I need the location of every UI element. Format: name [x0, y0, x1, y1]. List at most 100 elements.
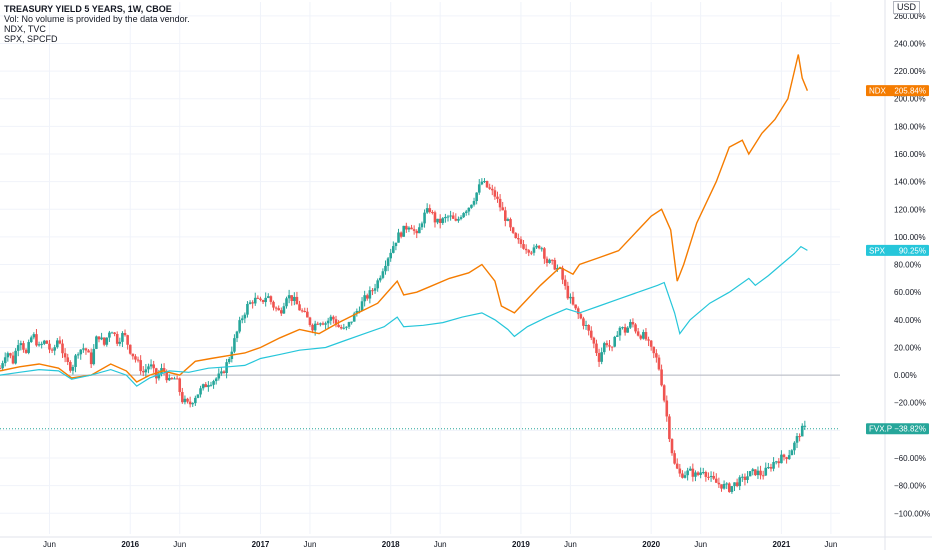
- candle-body[interactable]: [800, 425, 804, 437]
- candle-body[interactable]: [352, 313, 356, 322]
- candle-body[interactable]: [350, 321, 353, 323]
- candle-body[interactable]: [733, 482, 736, 487]
- candle-body[interactable]: [454, 218, 458, 221]
- candle-body[interactable]: [173, 378, 176, 380]
- candle-body[interactable]: [506, 219, 510, 221]
- candle-body[interactable]: [652, 346, 656, 354]
- candle-body[interactable]: [608, 345, 611, 347]
- candle-body[interactable]: [373, 288, 377, 291]
- candle-body[interactable]: [110, 332, 114, 334]
- candle-body[interactable]: [782, 454, 786, 458]
- legend-spx[interactable]: SPX, SPCFD: [4, 34, 58, 44]
- candle-body[interactable]: [418, 227, 421, 234]
- candle-body[interactable]: [483, 181, 486, 183]
- candle-body[interactable]: [699, 472, 702, 475]
- legend-ndx[interactable]: NDX, TVC: [4, 24, 46, 34]
- candle-body[interactable]: [121, 333, 124, 342]
- candle-body[interactable]: [647, 339, 650, 341]
- candle-body[interactable]: [561, 267, 564, 280]
- candle-body[interactable]: [431, 211, 434, 213]
- candle-body[interactable]: [459, 217, 463, 219]
- candle-body[interactable]: [272, 301, 275, 308]
- candle-body[interactable]: [670, 439, 674, 454]
- candle-body[interactable]: [709, 475, 713, 477]
- candle-body[interactable]: [37, 344, 41, 346]
- spx-series-line[interactable]: [0, 245, 808, 387]
- candle-body[interactable]: [306, 311, 309, 318]
- candle-body[interactable]: [728, 483, 731, 492]
- candle-body[interactable]: [668, 416, 671, 440]
- candle-body[interactable]: [256, 297, 260, 299]
- candle-body[interactable]: [136, 359, 140, 361]
- candle-body[interactable]: [785, 457, 788, 460]
- candle-body[interactable]: [97, 336, 101, 340]
- candle-body[interactable]: [285, 298, 288, 307]
- candle-body[interactable]: [498, 198, 502, 208]
- candle-body[interactable]: [264, 297, 267, 303]
- candle-body[interactable]: [311, 324, 314, 331]
- candle-body[interactable]: [339, 327, 343, 329]
- candle-body[interactable]: [131, 353, 135, 357]
- candle-body[interactable]: [738, 477, 742, 487]
- candle-body[interactable]: [201, 384, 205, 389]
- candle-body[interactable]: [227, 358, 231, 363]
- candle-body[interactable]: [280, 310, 283, 314]
- candle-body[interactable]: [610, 346, 614, 348]
- candle-body[interactable]: [675, 463, 679, 469]
- candle-body[interactable]: [631, 322, 635, 325]
- candle-body[interactable]: [673, 453, 676, 464]
- candle-body[interactable]: [803, 425, 807, 427]
- candle-body[interactable]: [123, 333, 127, 336]
- candle-body[interactable]: [519, 239, 523, 245]
- candle-body[interactable]: [368, 290, 372, 299]
- candle-body[interactable]: [35, 334, 38, 346]
- candle-body[interactable]: [95, 336, 98, 349]
- candle-body[interactable]: [266, 296, 270, 298]
- candle-body[interactable]: [24, 349, 28, 353]
- candle-body[interactable]: [772, 462, 775, 469]
- candle-body[interactable]: [282, 306, 286, 314]
- candle-body[interactable]: [509, 219, 512, 228]
- candle-body[interactable]: [259, 298, 262, 301]
- candle-body[interactable]: [298, 304, 301, 311]
- candle-body[interactable]: [149, 364, 153, 367]
- candle-body[interactable]: [48, 343, 51, 350]
- candle-body[interactable]: [274, 307, 278, 309]
- candle-body[interactable]: [425, 208, 429, 213]
- candle-body[interactable]: [532, 247, 536, 253]
- candle-body[interactable]: [183, 398, 187, 403]
- candle-body[interactable]: [410, 227, 413, 230]
- candle-body[interactable]: [433, 212, 437, 223]
- candle-body[interactable]: [175, 378, 179, 380]
- candle-body[interactable]: [399, 232, 403, 237]
- candle-body[interactable]: [462, 213, 465, 218]
- candle-body[interactable]: [191, 403, 195, 405]
- candle-body[interactable]: [767, 467, 770, 469]
- candle-body[interactable]: [360, 301, 364, 311]
- candle-body[interactable]: [27, 342, 30, 353]
- candle-body[interactable]: [524, 248, 528, 251]
- candle-body[interactable]: [9, 353, 12, 356]
- candle-body[interactable]: [522, 244, 525, 249]
- candle-body[interactable]: [102, 337, 106, 345]
- candle-body[interactable]: [761, 475, 765, 477]
- candle-body[interactable]: [287, 295, 291, 299]
- candle-body[interactable]: [665, 400, 669, 417]
- candle-body[interactable]: [602, 343, 606, 353]
- candle-body[interactable]: [293, 296, 296, 302]
- candle-body[interactable]: [92, 348, 96, 365]
- candle-body[interactable]: [235, 331, 239, 339]
- time-axis[interactable]: Jun 2016 Jun 2017 Jun 2018 Jun 2019 Jun 2020 Jun 20…: [43, 540, 837, 549]
- candle-body[interactable]: [470, 204, 473, 208]
- candle-body[interactable]: [1, 363, 4, 369]
- fvx-candles[interactable]: [0, 178, 807, 494]
- candle-body[interactable]: [530, 252, 533, 254]
- candle-body[interactable]: [639, 335, 643, 339]
- candle-body[interactable]: [358, 310, 361, 312]
- candle-body[interactable]: [87, 350, 90, 353]
- candle-body[interactable]: [386, 258, 390, 266]
- candle-body[interactable]: [582, 318, 585, 326]
- candle-body[interactable]: [558, 267, 562, 269]
- candle-body[interactable]: [32, 334, 36, 338]
- candle-body[interactable]: [642, 332, 645, 339]
